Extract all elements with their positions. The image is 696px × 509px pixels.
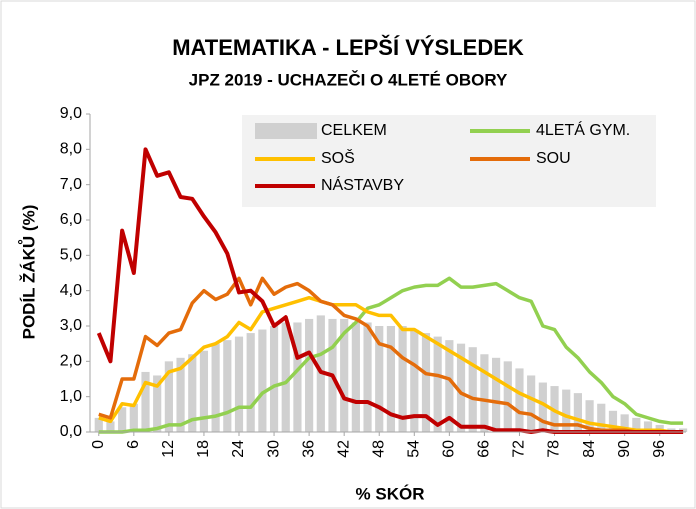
bar (608, 410, 618, 432)
y-axis-label: PODÍL ŽÁKŮ (%) (18, 205, 38, 340)
bar (106, 421, 115, 432)
x-tick-label: 36 (300, 440, 317, 458)
legend-label: SOU (536, 150, 571, 167)
bar (503, 361, 512, 432)
bar (281, 322, 290, 432)
bar (234, 336, 244, 432)
bar (246, 333, 255, 432)
bar (129, 403, 138, 432)
bar (410, 329, 419, 432)
bar (340, 318, 349, 432)
bar (468, 347, 477, 432)
series-line (98, 295, 684, 434)
y-tick-label: 3,0 (60, 317, 82, 334)
bar (643, 421, 653, 432)
bar (188, 354, 197, 432)
bar (515, 368, 524, 432)
legend-label: CELKEM (321, 122, 387, 139)
x-tick-label: 54 (406, 440, 423, 458)
x-tick-label: 0 (90, 440, 107, 449)
bar (480, 354, 489, 432)
x-tick-label: 6 (125, 440, 142, 449)
chart-title: MATEMATIKA - LEPŠÍ VÝSLEDEK (172, 35, 524, 60)
bar (386, 326, 396, 432)
x-tick-label: 48 (370, 440, 387, 458)
bar (363, 322, 372, 432)
x-tick-label: 30 (265, 440, 282, 458)
bar (456, 343, 466, 432)
x-tick-label: 42 (335, 440, 352, 458)
y-tick-label: 6,0 (60, 211, 82, 228)
bar (305, 318, 314, 432)
y-tick-label: 7,0 (60, 176, 82, 193)
bar (375, 326, 384, 432)
x-tick-label: 66 (476, 440, 493, 458)
bar (492, 357, 501, 432)
y-tick-label: 5,0 (60, 247, 82, 264)
bar (118, 407, 127, 432)
bar (199, 350, 209, 432)
x-tick-label: 78 (546, 440, 563, 458)
bar (211, 343, 220, 432)
x-tick-label: 96 (651, 440, 668, 458)
series-line (98, 276, 684, 434)
bar (433, 336, 442, 432)
bar (538, 382, 547, 432)
legend-label: 4LETÁ GYM. (536, 120, 630, 139)
x-tick-label: 72 (511, 440, 528, 458)
y-tick-label: 2,0 (60, 353, 82, 370)
x-tick-label: 18 (195, 440, 212, 458)
legend-swatch (255, 123, 317, 139)
x-tick-label: 84 (581, 440, 598, 458)
y-tick-label: 9,0 (60, 105, 82, 122)
x-tick-label: 60 (441, 440, 458, 458)
bar (562, 389, 571, 432)
y-tick-label: 8,0 (60, 141, 82, 158)
bar (258, 329, 267, 432)
bar (223, 340, 232, 432)
bar (351, 322, 360, 432)
legend-label: SOŠ (321, 148, 355, 167)
x-axis-label: % SKÓR (356, 484, 425, 503)
bar (153, 375, 162, 432)
legend-label: NÁSTAVBY (321, 175, 404, 194)
bar (164, 361, 173, 432)
bar (421, 333, 431, 432)
bar (269, 326, 279, 432)
y-tick-label: 1,0 (60, 388, 82, 405)
bar (655, 424, 664, 432)
bar (141, 371, 150, 432)
series-line (98, 276, 684, 434)
bar (585, 400, 594, 432)
bar (573, 393, 582, 432)
bar (94, 417, 103, 432)
bar (293, 322, 302, 432)
x-tick-label: 12 (160, 440, 177, 458)
bar (597, 403, 606, 432)
bar (620, 414, 629, 432)
x-tick-label: 24 (230, 440, 247, 458)
chart-subtitle: JPZ 2019 - UCHAZEČI O 4LETÉ OBORY (189, 70, 508, 89)
y-tick-label: 0,0 (60, 423, 82, 440)
bar (445, 340, 454, 432)
y-tick-label: 4,0 (60, 282, 82, 299)
bar (527, 375, 536, 432)
bar (176, 357, 185, 432)
bar (632, 417, 641, 432)
bar (398, 326, 407, 432)
x-tick-label: 90 (616, 440, 633, 458)
